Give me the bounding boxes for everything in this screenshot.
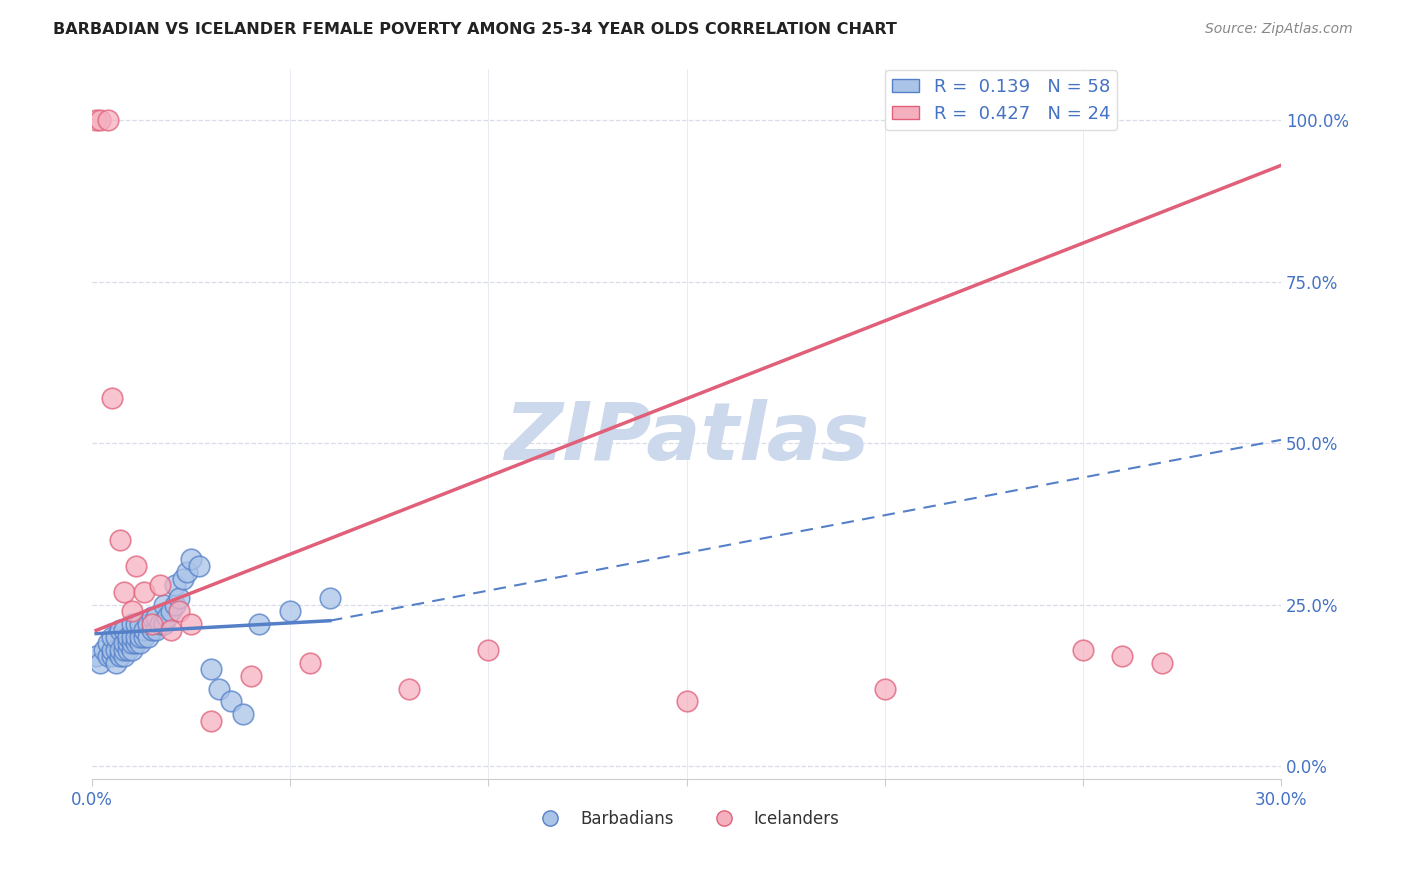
Point [675,694,697,708]
Point [84,649,107,664]
Point [165,578,187,592]
Point [141,624,163,638]
Point [125,630,148,644]
Point [172,572,194,586]
Point [165,598,187,612]
Point [117,636,139,650]
Point [93,642,115,657]
Point [112,636,135,650]
Point [112,649,135,664]
Point [132,584,155,599]
Point [121,616,143,631]
Point [1111,649,1133,664]
Point [112,624,135,638]
Point [121,636,143,650]
Point [180,616,202,631]
Point [101,630,124,644]
Point [200,714,222,728]
Point [160,624,183,638]
Point [141,610,163,624]
Point [132,630,155,644]
Point [219,694,242,708]
Point [148,616,170,631]
Point [319,591,342,606]
Point [200,662,222,676]
Point [152,598,174,612]
Point [176,566,198,580]
Point [169,604,191,618]
Point [104,630,127,644]
Point [136,630,159,644]
Point [112,642,135,657]
Point [232,707,254,722]
Point [97,649,120,664]
Legend: Barbadians, Icelanders: Barbadians, Icelanders [527,803,846,835]
Point [145,624,167,638]
Point [108,624,131,638]
Point [97,636,120,650]
Point [160,604,183,618]
Point [278,604,301,618]
Point [101,649,124,664]
Point [108,649,131,664]
Point [208,681,231,696]
Point [125,558,148,573]
Point [89,113,111,128]
Point [169,591,191,606]
Point [112,584,135,599]
Point [1152,656,1174,670]
Point [104,642,127,657]
Point [101,391,124,405]
Point [101,642,124,657]
Point [84,113,107,128]
Point [239,668,262,682]
Text: Source: ZipAtlas.com: Source: ZipAtlas.com [1205,22,1353,37]
Text: BARBADIAN VS ICELANDER FEMALE POVERTY AMONG 25-34 YEAR OLDS CORRELATION CHART: BARBADIAN VS ICELANDER FEMALE POVERTY AM… [53,22,897,37]
Point [247,616,270,631]
Text: ZIPatlas: ZIPatlas [505,399,869,477]
Point [89,656,111,670]
Point [121,642,143,657]
Point [121,630,143,644]
Point [299,656,322,670]
Point [132,624,155,638]
Point [188,558,211,573]
Point [108,533,131,547]
Point [141,616,163,631]
Point [125,616,148,631]
Point [104,656,127,670]
Point [125,636,148,650]
Point [152,616,174,631]
Point [117,642,139,657]
Point [128,616,150,631]
Point [136,616,159,631]
Point [477,642,499,657]
Point [117,630,139,644]
Point [398,681,420,696]
Point [128,630,150,644]
Point [121,604,143,618]
Point [97,113,120,128]
Point [1071,642,1094,657]
Point [145,610,167,624]
Point [128,636,150,650]
Point [148,578,170,592]
Point [180,552,202,566]
Point [108,642,131,657]
Point [873,681,896,696]
Point [156,610,179,624]
